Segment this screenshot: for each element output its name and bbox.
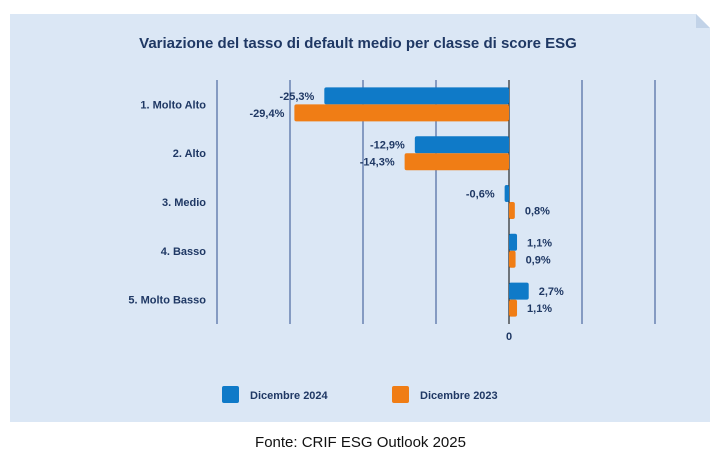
panel-background xyxy=(10,14,710,422)
data-label: -29,4% xyxy=(250,108,285,120)
bar xyxy=(324,87,509,105)
panel-fold-corner xyxy=(696,14,710,28)
category-label: 1. Molto Alto xyxy=(140,99,206,111)
bar xyxy=(509,202,515,219)
bar xyxy=(294,104,509,122)
category-label: 5. Molto Basso xyxy=(128,295,206,307)
bar xyxy=(509,233,518,251)
data-label: -14,3% xyxy=(360,157,395,169)
data-label: 1,1% xyxy=(527,237,552,249)
category-label: 3. Medio xyxy=(162,197,206,209)
data-label: -25,3% xyxy=(279,91,314,103)
data-label: -0,6% xyxy=(466,189,495,201)
bar xyxy=(414,136,509,154)
chart-title: Variazione del tasso di default medio pe… xyxy=(139,35,577,52)
bar xyxy=(404,153,509,171)
legend-label: Dicembre 2024 xyxy=(250,390,329,402)
category-label: 4. Basso xyxy=(161,246,207,258)
data-label: 1,1% xyxy=(527,303,552,315)
data-label: 0,9% xyxy=(526,254,551,266)
x-tick-label: 0 xyxy=(506,331,512,343)
bar xyxy=(509,282,529,300)
data-label: 0,8% xyxy=(525,206,550,218)
bar xyxy=(509,299,518,317)
legend-swatch xyxy=(392,386,409,403)
data-label: -12,9% xyxy=(370,140,405,152)
source-note: Fonte: CRIF ESG Outlook 2025 xyxy=(255,434,466,451)
chart-svg: Variazione del tasso di default medio pe… xyxy=(10,14,710,422)
legend-swatch xyxy=(222,386,239,403)
bar xyxy=(509,250,516,268)
legend-label: Dicembre 2023 xyxy=(420,390,498,402)
data-label: 2,7% xyxy=(539,286,564,298)
chart-panel: Variazione del tasso di default medio pe… xyxy=(10,14,710,422)
bar xyxy=(504,185,509,202)
category-label: 2. Alto xyxy=(173,148,206,160)
